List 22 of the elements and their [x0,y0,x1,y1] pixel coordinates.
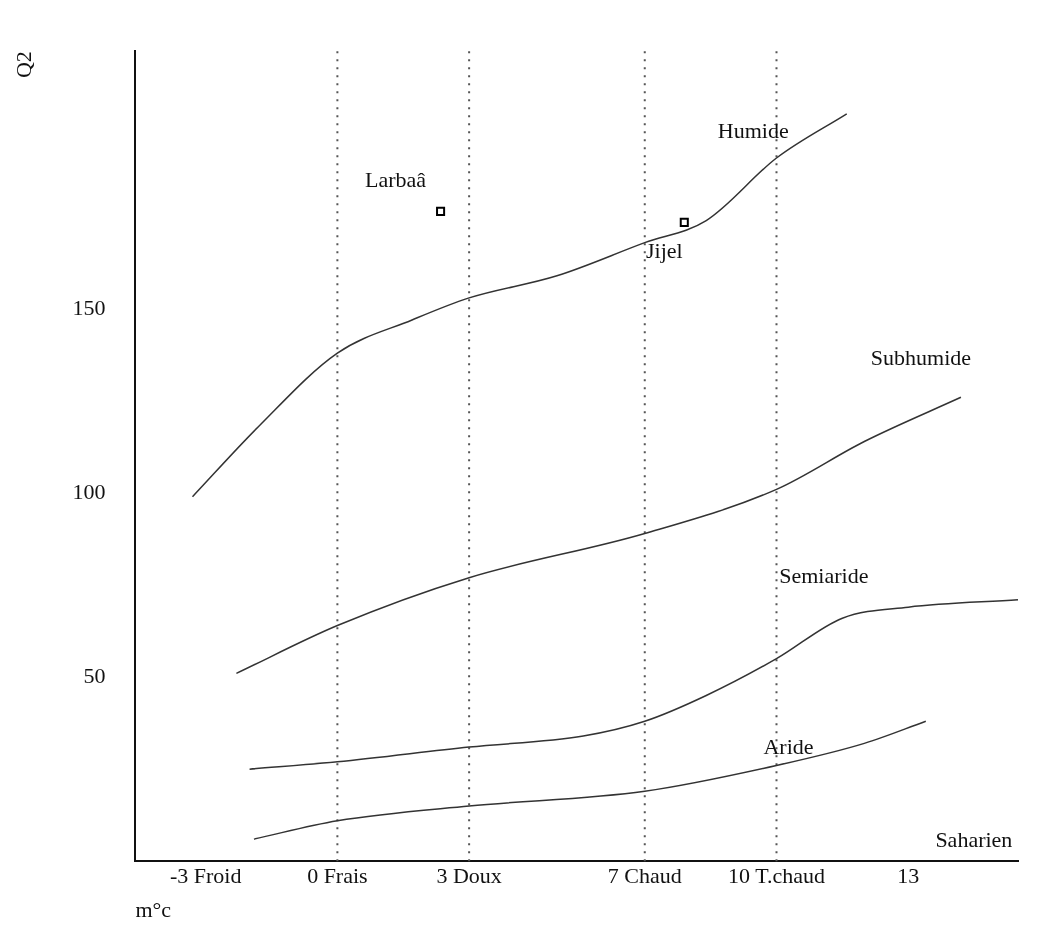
line-series [235,396,962,675]
y-axis-title: Q2 [10,51,36,79]
annotation: Subhumide [870,344,972,370]
x-tick-label: 10 T.chaud [728,863,825,889]
annotation: Saharien [935,826,1013,852]
annotation: Humide [717,117,789,143]
x-axis-title: m°c [135,896,172,922]
series-label: Jijel [645,238,683,264]
annotation: Aride [763,733,814,759]
annotation: Semiaride [779,563,869,589]
y-tick-label: 150 [72,294,106,320]
x-tick-label: -3 Froid [169,863,242,889]
line-series [191,113,848,498]
y-tick-label: 100 [72,478,106,504]
series-label: Larbaâ [365,167,427,193]
line-series [248,599,1018,770]
line-series [253,720,927,840]
x-tick-label: 13 [897,863,920,889]
x-tick-label: 0 Frais [307,863,368,889]
y-tick-label: 50 [83,662,106,688]
x-tick-label: 7 Chaud [607,863,682,889]
x-tick-label: 3 Doux [436,863,502,889]
